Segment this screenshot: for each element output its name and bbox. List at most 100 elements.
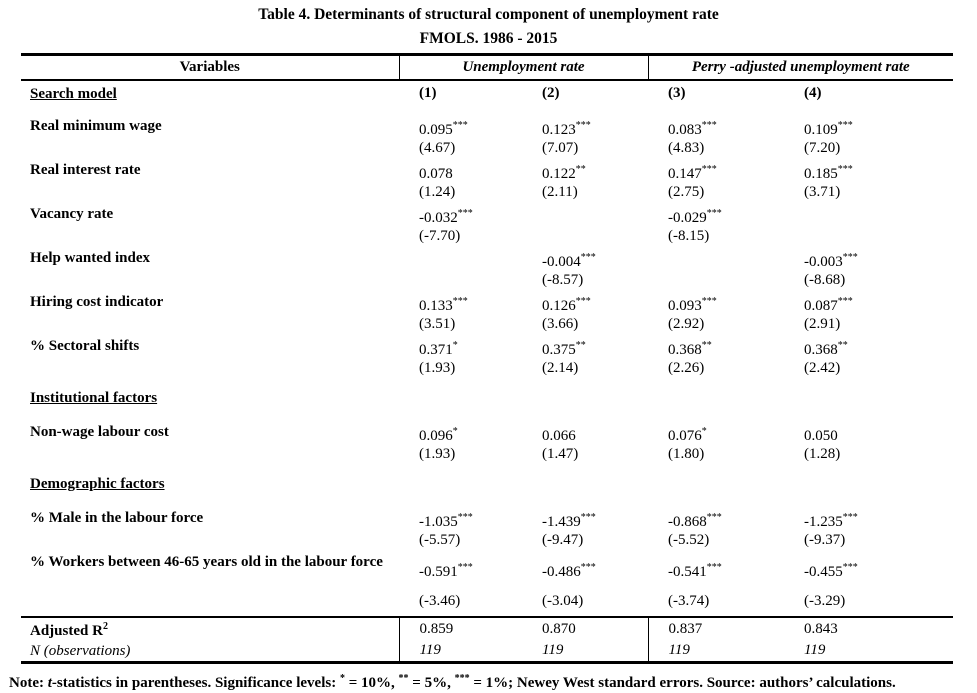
cell: 0.078 (1.24): [399, 161, 522, 205]
cell: [648, 249, 784, 293]
cell: -0.029*** (-8.15): [648, 205, 784, 249]
coefficient-value: 0.050: [804, 428, 838, 444]
coefficient-value: 0.109***: [804, 120, 853, 138]
coefficient-value: 0.066: [542, 428, 576, 444]
t-statistic: (-3.29): [804, 593, 846, 609]
significance-stars: ***: [842, 252, 858, 263]
cell: 0.371* (1.93): [399, 337, 522, 381]
t-statistic: (-7.70): [419, 228, 461, 244]
column-group-perry-adjusted: Perry -adjusted unemployment rate: [648, 53, 954, 81]
significance-stars: ***: [837, 164, 853, 175]
section-header-institutional: Institutional factors: [30, 390, 158, 406]
row-label: % Sectoral shifts: [30, 338, 140, 354]
t-statistic: (-8.15): [668, 228, 710, 244]
t-statistic: (2.14): [542, 360, 579, 376]
cell: 0.126*** (3.66): [522, 293, 648, 337]
cell: 0.843: [784, 616, 954, 640]
table-row-male-labour-force: % Male in the labour force -1.035*** (-5.…: [21, 509, 953, 553]
significance-stars: ***: [457, 562, 473, 573]
t-statistic: (-5.52): [668, 532, 710, 548]
t-statistic: (-8.68): [804, 272, 846, 288]
cell: -0.455*** (-3.29): [784, 553, 953, 617]
cell: 0.096* (1.93): [399, 423, 522, 467]
coefficient-value: 0.147***: [668, 164, 717, 182]
model-col-1: (1): [419, 85, 437, 101]
t-statistic: (3.51): [419, 316, 456, 332]
table-row-vacancy-rate: Vacancy rate -0.032*** (-7.70) -0.029*** (…: [21, 205, 953, 249]
t-statistic: (7.07): [542, 140, 579, 156]
cell: [784, 205, 953, 249]
cell: 0.076* (1.80): [648, 423, 784, 467]
coefficient-value: -0.868***: [668, 512, 722, 530]
coefficient-value: 0.122**: [542, 164, 586, 182]
significance-stars: ***: [580, 252, 596, 263]
row-label: Hiring cost indicator: [30, 294, 164, 310]
coefficient-value: 0.126***: [542, 296, 591, 314]
table-row-real-minimum-wage: Real minimum wage 0.095*** (4.67) 0.123**…: [21, 117, 953, 161]
significance-stars: **: [837, 340, 848, 351]
coefficient-value: -0.003***: [804, 252, 858, 270]
t-statistic: (2.26): [668, 360, 705, 376]
coefficient-value: 0.375**: [542, 340, 586, 358]
significance-stars: ***: [706, 562, 722, 573]
significance-stars: ***: [701, 296, 717, 307]
column-header-variables: Variables: [21, 53, 400, 81]
t-statistic: (-8.57): [542, 272, 584, 288]
cell: 0.066 (1.47): [522, 423, 648, 467]
cell: 119: [784, 640, 954, 664]
table-row-adjusted-r2: Adjusted R2 0.859 0.870 0.837 0.843: [21, 616, 954, 640]
cell: 0.185*** (3.71): [784, 161, 953, 205]
cell: 119: [399, 640, 522, 664]
cell: 0.083*** (4.83): [648, 117, 784, 161]
cell: -0.032*** (-7.70): [399, 205, 522, 249]
significance-stars: ***: [457, 512, 473, 523]
t-statistic: (-9.37): [804, 532, 846, 548]
column-header-row: Variables Unemployment rate Perry -adjus…: [21, 53, 954, 81]
cell: 0.368** (2.42): [784, 337, 953, 381]
row-label: % Workers between 46-65 years old in the…: [30, 554, 383, 570]
t-statistic: (-9.47): [542, 532, 584, 548]
coefficient-value: -0.455***: [804, 562, 858, 580]
cell: -0.486*** (-3.04): [522, 553, 648, 617]
coefficient-value: 0.083***: [668, 120, 717, 138]
row-label: Real interest rate: [30, 162, 141, 178]
significance-stars: ***: [701, 164, 717, 175]
t-statistic: (3.66): [542, 316, 579, 332]
significance-stars: ***: [706, 512, 722, 523]
cell: 0.870: [522, 616, 649, 640]
cell: 0.375** (2.14): [522, 337, 648, 381]
t-statistic: (1.93): [419, 360, 456, 376]
model-col-2: (2): [542, 85, 560, 101]
t-statistic: (2.91): [804, 316, 841, 332]
t-statistic: (2.42): [804, 360, 841, 376]
significance-stars: ***: [575, 296, 591, 307]
coefficient-value: -0.004***: [542, 252, 596, 270]
significance-stars: *: [701, 426, 707, 437]
significance-stars: **: [398, 673, 409, 684]
cell: [399, 249, 522, 293]
cell: 0.122** (2.11): [522, 161, 648, 205]
coefficient-value: -0.541***: [668, 562, 722, 580]
significance-stars: **: [575, 340, 586, 351]
cell: 0.109*** (7.20): [784, 117, 953, 161]
t-statistic: (7.20): [804, 140, 841, 156]
coefficient-value: 0.087***: [804, 296, 853, 314]
t-statistic: (1.47): [542, 446, 579, 462]
cell: -0.868*** (-5.52): [648, 509, 784, 553]
coefficient-value: 0.185***: [804, 164, 853, 182]
coefficient-value: -1.035***: [419, 512, 473, 530]
column-group-unemployment-rate: Unemployment rate: [399, 53, 649, 81]
coefficient-value: -1.235***: [804, 512, 858, 530]
table-row-help-wanted-index: Help wanted index -0.004*** (-8.57) -0.00…: [21, 249, 953, 293]
cell: 0.095*** (4.67): [399, 117, 522, 161]
spacer-row: [21, 106, 953, 117]
significance-stars: **: [701, 340, 712, 351]
significance-stars: ***: [452, 120, 468, 131]
t-statistic: (1.80): [668, 446, 705, 462]
cell: 0.133*** (3.51): [399, 293, 522, 337]
significance-stars: ***: [452, 296, 468, 307]
cell: 0.859: [399, 616, 522, 640]
t-statistic: (-3.04): [542, 593, 584, 609]
significance-stars: ***: [580, 562, 596, 573]
row-label: Adjusted R2: [21, 616, 400, 640]
